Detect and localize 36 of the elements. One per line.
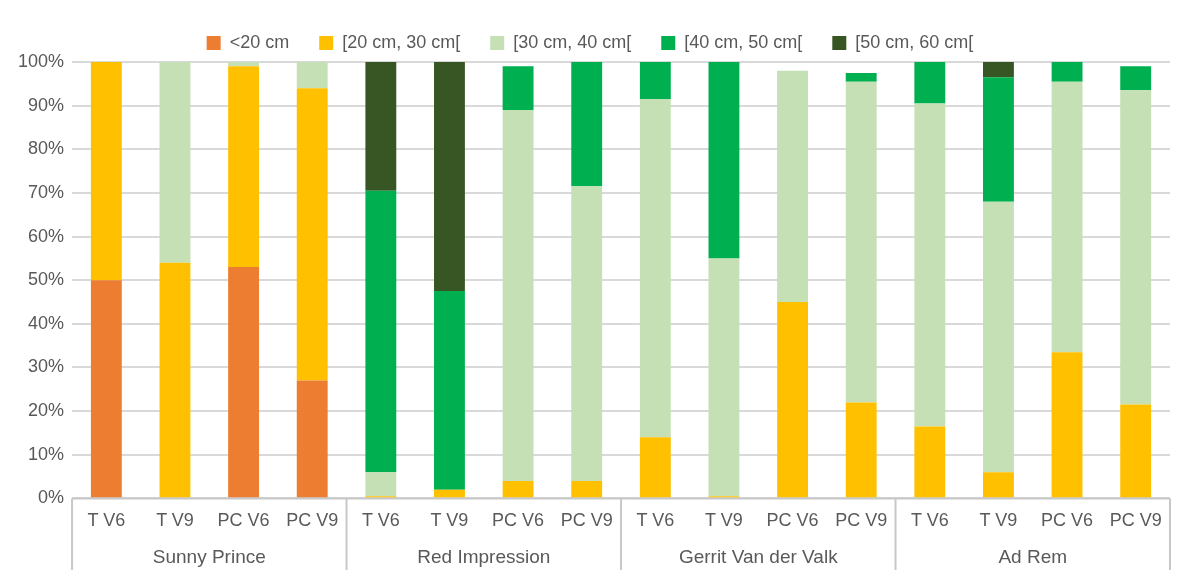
legend-label: <20 cm <box>229 31 290 52</box>
x-tick-label: PC V6 <box>492 510 545 531</box>
y-tick-label: 90% <box>28 94 65 115</box>
y-tick-label: 50% <box>28 269 65 290</box>
y-tick-label: 100% <box>17 50 65 71</box>
x-tick-label: T V6 <box>636 510 675 531</box>
text: Ad Rem <box>998 546 1068 568</box>
x-tick-label: PC V9 <box>286 510 339 531</box>
y-tick-label: 60% <box>28 225 65 246</box>
y-tick-label: 0% <box>38 487 65 508</box>
x-tick-label: PC V6 <box>1041 510 1094 531</box>
legend-label: [30 cm, 40 cm[ <box>513 31 632 52</box>
text: Gerrit Van der Valk <box>678 546 839 568</box>
x-tick-label: T V6 <box>87 510 126 531</box>
x-tick-label: PC V6 <box>217 510 270 531</box>
x-tick-label: PC V6 <box>766 510 819 531</box>
y-tick-label: 20% <box>28 400 65 421</box>
x-tick-label: PC V9 <box>1109 510 1162 531</box>
x-tick-label: T V9 <box>156 510 194 531</box>
text: Sunny Prince <box>152 546 266 568</box>
y-tick-label: 70% <box>28 181 65 202</box>
x-tick-label: T V9 <box>705 510 743 531</box>
legend-label: [40 cm, 50 cm[ <box>684 31 803 52</box>
x-tick-label: T V6 <box>910 510 949 531</box>
y-tick-label: 40% <box>28 312 65 333</box>
x-tick-label: T V9 <box>430 510 469 531</box>
y-tick-label: 10% <box>28 443 65 464</box>
x-tick-label: T V6 <box>362 510 400 531</box>
x-tick-label: PC V9 <box>835 510 888 531</box>
legend-label: [50 cm, 60 cm[ <box>855 31 974 52</box>
text: Red Impression <box>417 546 551 568</box>
y-tick-label: 30% <box>28 356 65 377</box>
y-tick-label: 80% <box>28 138 65 159</box>
x-tick-label: PC V9 <box>560 510 613 531</box>
legend-label: [20 cm, 30 cm[ <box>342 31 461 52</box>
x-tick-label: T V9 <box>979 510 1018 531</box>
